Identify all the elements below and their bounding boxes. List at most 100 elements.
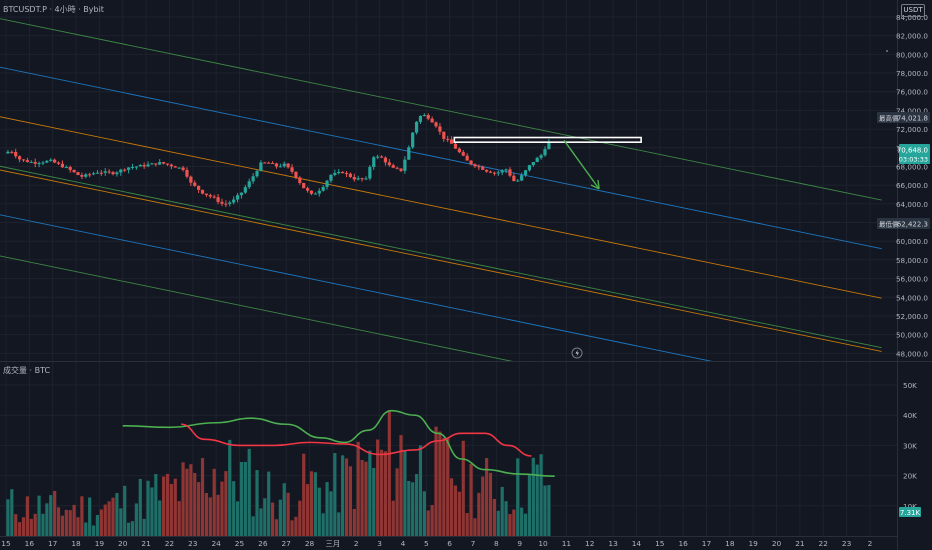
candle-body (173, 166, 177, 168)
lightning-icon[interactable] (571, 347, 583, 359)
candle-body (247, 181, 251, 188)
candle-body (204, 193, 209, 195)
candle-body (25, 160, 30, 162)
volume-bar (516, 458, 520, 536)
candle-body (364, 178, 368, 180)
volume-bar (329, 491, 333, 536)
volume-bar (146, 480, 150, 536)
time-tick-label: 27 (281, 539, 291, 548)
channel-line[interactable] (0, 213, 882, 396)
volume-bar (496, 510, 500, 536)
high-price-badge-name: 最高價 (879, 114, 899, 123)
volume-label: 成交量 (3, 366, 27, 375)
candle-body (446, 138, 450, 140)
volume-bar (224, 471, 228, 536)
candle-body (325, 180, 329, 187)
volume-bar (282, 483, 286, 536)
candle-body (391, 165, 395, 168)
volume-bar (453, 485, 458, 536)
candle-body (508, 169, 512, 176)
chart-legend[interactable]: BTCUSDT.P · 4小時 · Bybit (3, 5, 104, 14)
volume-bar (91, 525, 96, 536)
price-tick-label: 64,000.0 (896, 200, 928, 209)
price-tick-label: 74,000.0 (896, 106, 928, 115)
candle-body (239, 192, 244, 196)
volume-bar (25, 496, 30, 536)
channel-line[interactable] (0, 115, 882, 299)
candle-body (228, 202, 232, 204)
volume-bar (80, 496, 84, 536)
volume-bar (523, 513, 528, 536)
time-tick-label: 10 (538, 539, 548, 548)
projection-arrowhead[interactable] (597, 179, 600, 189)
time-axis[interactable]: 15 16 17 18 19 20 21 22 23 24 25 26 27 28 三月 2 3 4 5 6 7 8 9 10… (1, 539, 872, 548)
candle-body (473, 164, 477, 167)
currency-label[interactable]: USDT (901, 4, 925, 17)
candle-body (138, 165, 142, 167)
candle-body (99, 172, 103, 174)
candle-body (115, 172, 119, 175)
volume-bar (185, 468, 189, 536)
candle-body (130, 166, 135, 168)
candle-body (189, 176, 193, 183)
candle-body (422, 115, 426, 117)
volume-bar (232, 481, 236, 536)
volume-bar (115, 493, 119, 536)
symbol-label: BTCUSDT.P (3, 5, 47, 14)
volume-bar (379, 449, 384, 536)
candle-body (333, 173, 337, 175)
candle-body (379, 156, 384, 158)
time-tick-label: 18 (71, 539, 81, 548)
volume-bar (169, 484, 173, 536)
volume-legend[interactable]: 成交量 · BTC (3, 366, 51, 375)
volume-bar (60, 515, 65, 536)
price-tick-label: 58,000.0 (896, 256, 928, 265)
candle-body (539, 155, 543, 158)
candle-body (329, 174, 333, 181)
volume-bar (267, 471, 271, 536)
candle-body (481, 166, 485, 170)
trend-channel-lines[interactable] (0, 17, 882, 437)
candle-body (169, 164, 173, 167)
projection-arrowhead[interactable] (590, 184, 600, 190)
volume-bar (6, 499, 10, 536)
current-price-value: 70,648.0 (897, 147, 928, 155)
low-price-badge-name: 最低價 (879, 220, 899, 229)
channel-line[interactable] (0, 66, 882, 250)
channel-line[interactable] (0, 168, 882, 352)
candle-body (337, 171, 341, 174)
channel-line[interactable] (0, 165, 882, 349)
volume-bars (6, 410, 551, 536)
channel-line[interactable] (0, 254, 882, 437)
exchange-label: Bybit (83, 5, 104, 14)
volume-bar (449, 478, 454, 536)
candle-body (212, 196, 216, 198)
drawing-tools[interactable] (453, 136, 642, 359)
resistance-box[interactable] (453, 136, 642, 143)
candle-body (10, 151, 14, 153)
time-tick-label: 19 (95, 539, 105, 548)
candle-body (134, 166, 138, 168)
candle-body (376, 156, 380, 158)
projection-arrow[interactable] (563, 139, 600, 190)
candle-body (449, 139, 454, 144)
price-tick-label: 52,000.0 (896, 312, 928, 321)
volume-bar (313, 472, 317, 536)
volume-bar (414, 474, 419, 536)
candle-body (488, 171, 493, 173)
channel-line[interactable] (0, 17, 882, 201)
candle-body (111, 172, 115, 175)
volume-bar (348, 466, 353, 536)
volume-bar (360, 459, 364, 536)
candle-body (313, 193, 317, 195)
candle-body (197, 185, 201, 190)
candle-body (523, 170, 528, 176)
lightning-icon-bolt[interactable] (575, 349, 580, 357)
volume-bar (527, 474, 532, 536)
candle-body (91, 173, 96, 175)
volume-bar (111, 497, 115, 536)
candle-body (543, 149, 547, 156)
candle-body (426, 115, 430, 119)
candle-body (520, 175, 524, 181)
